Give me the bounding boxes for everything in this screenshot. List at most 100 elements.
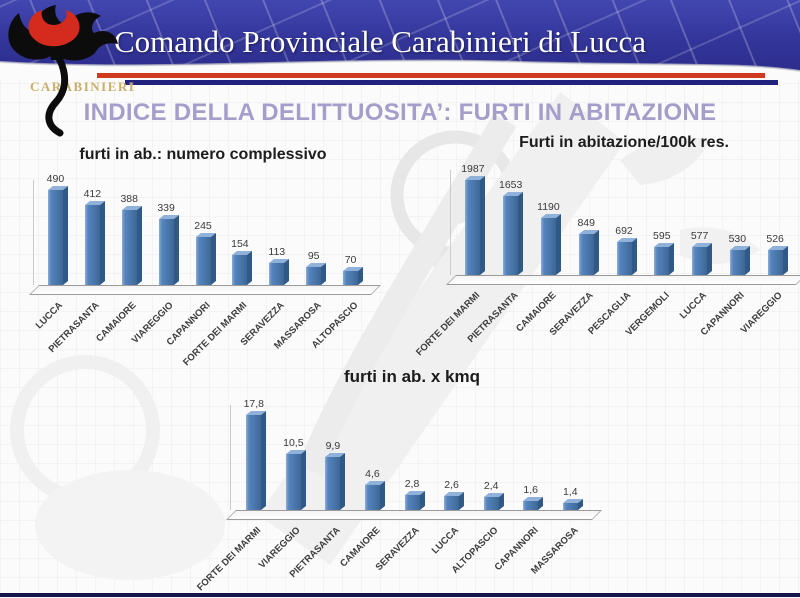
chart-title: furti in ab.: numero complessivo	[79, 146, 327, 163]
category-label: LUCCA	[677, 290, 710, 322]
bar	[325, 452, 346, 510]
bar-slot: 692	[605, 225, 643, 275]
bar-value-label: 595	[653, 230, 671, 242]
bar	[503, 191, 524, 275]
bar-slot: 2,8	[392, 478, 432, 510]
bar-side-face	[99, 200, 105, 285]
category-cell: MASSAROSA	[529, 520, 591, 598]
bar	[158, 214, 179, 285]
bar-value-label: 490	[46, 173, 65, 185]
value-axis-line	[450, 170, 451, 275]
bar	[343, 266, 364, 285]
bar-side-face	[419, 490, 425, 510]
category-label: FORTE DEI MARMI	[195, 525, 264, 594]
chart-floor	[446, 275, 800, 285]
chart-floor	[226, 510, 602, 520]
bar-slot: 1,4	[551, 486, 591, 510]
bar-side-face	[321, 262, 327, 285]
bar-value-label: 526	[766, 233, 784, 245]
bar-slot: 4,6	[353, 468, 393, 510]
chart-floor	[29, 285, 381, 295]
bar	[364, 480, 385, 510]
bar-value-label: 1,6	[523, 484, 539, 496]
bar	[729, 245, 750, 275]
value-axis-line	[33, 180, 34, 285]
bar-side-face	[173, 214, 179, 285]
chart-furti-numero-complessivo: furti in ab.: numero complessivo 490 412 3…	[29, 146, 381, 373]
bar-side-face	[358, 266, 364, 285]
bar-slot: 245	[185, 220, 222, 285]
bar-value-label: 17,8	[243, 398, 264, 410]
bar	[523, 496, 544, 510]
bar-side-face	[300, 449, 306, 510]
bar-slot: 95	[295, 250, 332, 285]
category-label: FORTE DEI MARMI	[414, 290, 483, 359]
bar-slot: 1987	[454, 163, 492, 275]
category-cell: SERAVEZZA	[374, 520, 432, 598]
chart-title: Furti in abitazione/100k res.	[519, 134, 729, 151]
bar	[654, 242, 675, 275]
category-cell: ALTOPASCIO	[309, 295, 369, 373]
bar-value-label: 692	[615, 225, 633, 237]
bar-slot: 526	[756, 233, 794, 275]
value-axis-line	[230, 405, 231, 510]
bar-slot: 849	[567, 217, 605, 275]
bar-slot: 10,5	[274, 437, 314, 510]
header-title: Comando Provinciale Carabinieri di Lucca	[114, 24, 646, 59]
bar	[444, 491, 465, 510]
bar-side-face	[136, 205, 142, 285]
bar	[404, 490, 425, 510]
chart-furti-per-100k: Furti in abitazione/100k res. 1987 1653 11…	[414, 134, 800, 363]
bar-value-label: 1,4	[562, 486, 578, 498]
blue-stripe	[125, 80, 778, 85]
bar-slot: 490	[37, 173, 74, 285]
bar	[692, 242, 713, 275]
bar	[483, 492, 504, 510]
bar-side-face	[593, 229, 599, 275]
bar-slot: 412	[74, 188, 111, 285]
carabinieri-flame-logo	[8, 5, 118, 137]
bar	[465, 175, 486, 275]
bar-slot: 113	[258, 246, 295, 285]
bar-slot: 2,4	[471, 480, 511, 510]
bar-side-face	[340, 452, 346, 510]
bar-side-face	[631, 237, 637, 275]
bar	[578, 229, 599, 275]
bar-value-label: 113	[268, 246, 286, 258]
bar-slot: 1653	[492, 179, 530, 275]
bar	[232, 250, 253, 285]
bar-side-face	[379, 480, 385, 510]
bar-slot: 339	[148, 202, 185, 285]
bar-value-label: 530	[728, 233, 747, 245]
red-stripe	[97, 73, 765, 78]
bar-value-label: 2,4	[483, 480, 499, 492]
bar-value-label: 9,9	[325, 440, 341, 452]
category-axis: FORTE DEI MARMI VIAREGGIO PIETRASANTA CAMAI…	[195, 520, 592, 598]
bar	[47, 185, 68, 285]
chart-plot-area: 490 412 388 339 245 154 113 95 70	[33, 172, 371, 285]
bar-value-label: 70	[344, 254, 357, 266]
bar-value-label: 2,8	[404, 478, 420, 490]
chart-furti-per-kmq: furti in ab. x kmq 17,8 10,5 9,9 4,6 2,8 2,6 2…	[195, 367, 602, 598]
bar	[562, 498, 583, 510]
bar-slot: 70	[332, 254, 369, 285]
bar-value-label: 154	[231, 238, 249, 250]
chart-plot-area: 17,8 10,5 9,9 4,6 2,8 2,6 2,4 1,6 1,4	[230, 397, 592, 510]
bar-slot: 1190	[530, 201, 568, 275]
category-axis: FORTE DEI MARMI PIETRASANTA CAMAIORE SERAVE…	[414, 285, 796, 363]
bar-side-face	[247, 250, 253, 285]
bar-value-label: 388	[120, 193, 138, 205]
category-cell: VERGEMOLI	[623, 285, 681, 363]
bar-side-face	[480, 175, 486, 275]
bar-slot: 577	[681, 230, 719, 275]
bar-side-face	[518, 191, 524, 275]
bar-slot: 595	[643, 230, 681, 275]
bar-slot: 154	[221, 238, 258, 285]
bar-value-label: 4,6	[365, 468, 380, 480]
bar-value-label: 412	[83, 188, 102, 200]
chart-plot-area: 1987 1653 1190 849 692 595 577 530 526	[450, 162, 796, 275]
bar	[616, 237, 637, 275]
bar-side-face	[498, 492, 504, 510]
bar-side-face	[210, 232, 216, 285]
